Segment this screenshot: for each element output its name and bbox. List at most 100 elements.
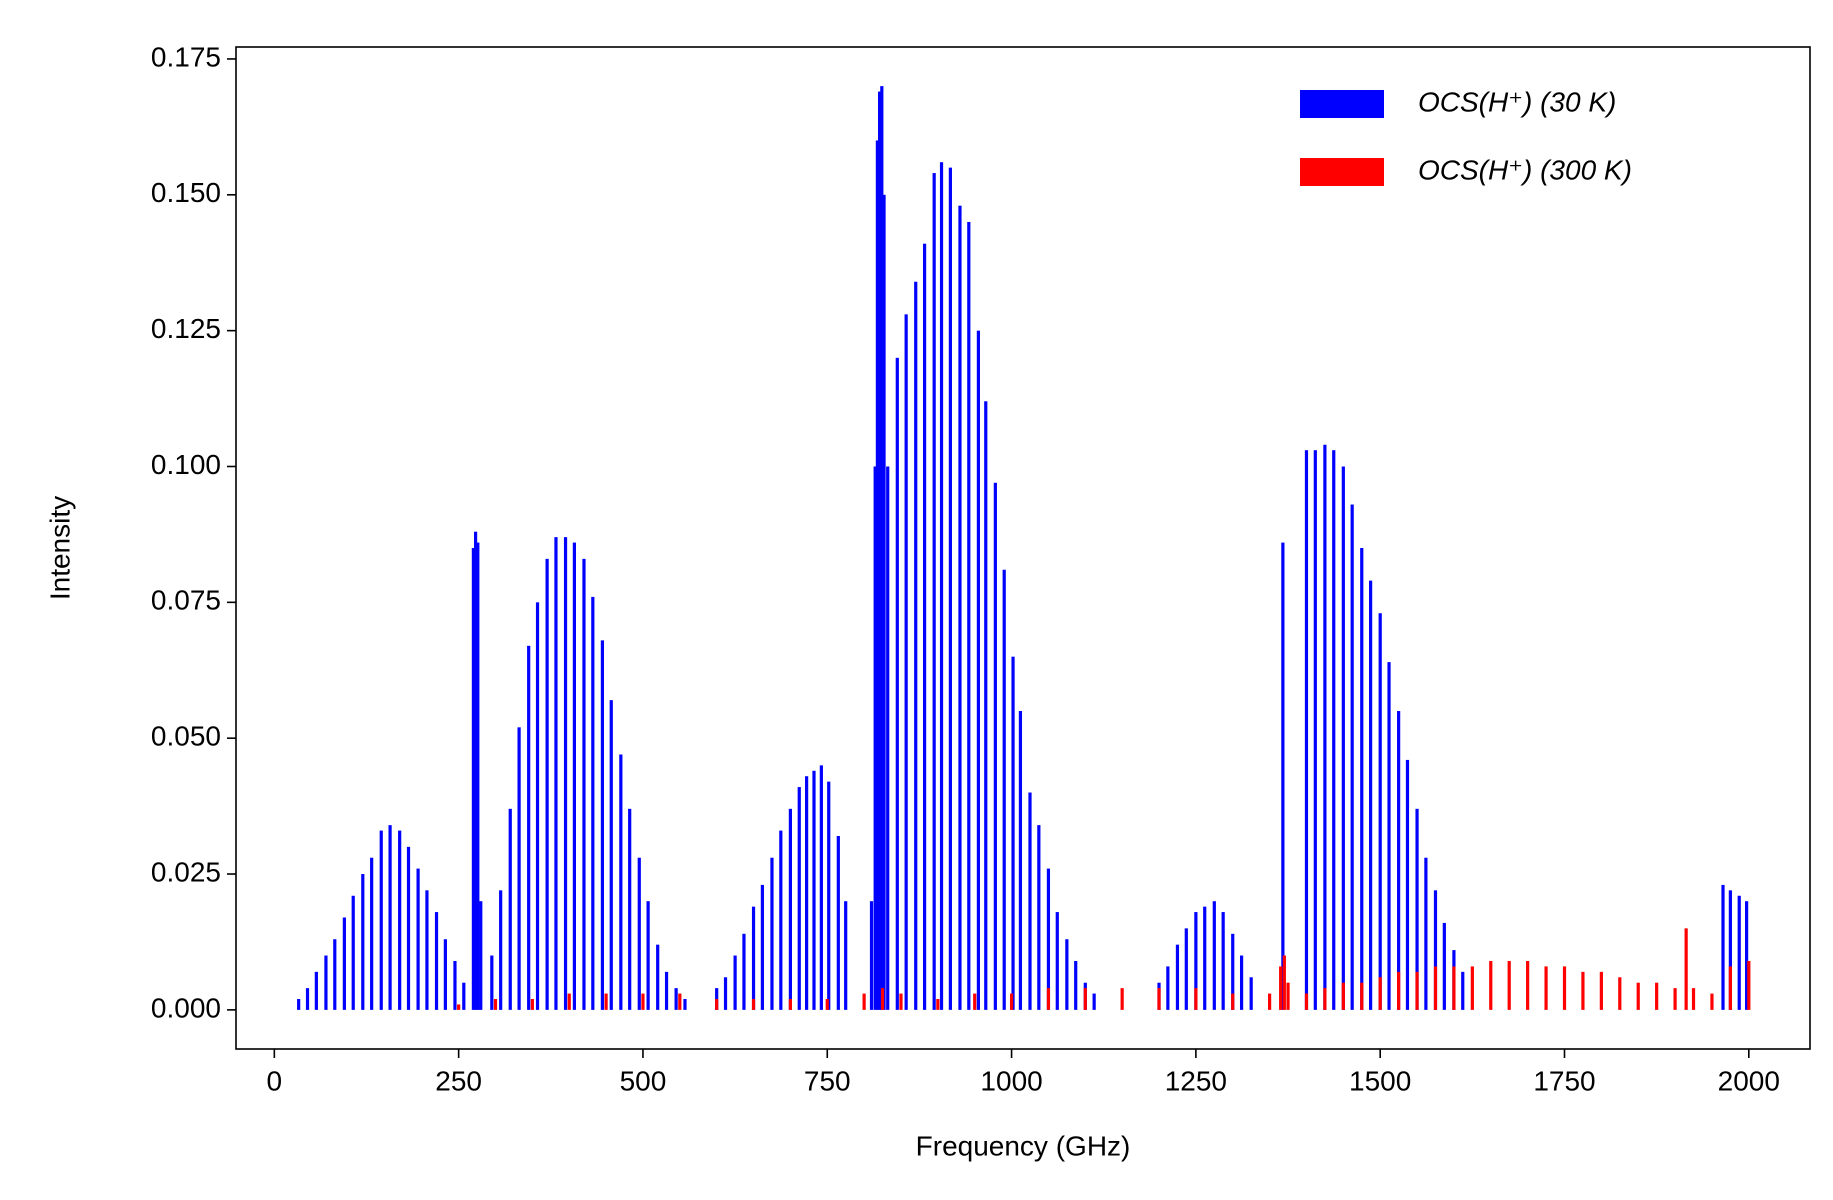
stick xyxy=(1341,466,1345,1010)
stick xyxy=(1378,977,1382,1010)
stick xyxy=(1157,988,1161,1010)
stick xyxy=(1691,988,1696,1010)
stick xyxy=(678,993,682,1010)
stick xyxy=(370,857,374,1010)
stick xyxy=(641,993,645,1010)
stick xyxy=(1166,966,1170,1010)
x-tick-label: 500 xyxy=(620,1065,667,1096)
stick xyxy=(453,960,457,1010)
y-tick-label: 0.150 xyxy=(151,177,221,208)
stick xyxy=(1489,960,1493,1010)
stick xyxy=(674,988,678,1010)
stick xyxy=(939,162,944,1010)
stick xyxy=(1442,922,1446,1010)
stick xyxy=(1378,613,1382,1010)
stick xyxy=(508,808,512,1010)
stick xyxy=(1526,960,1530,1010)
stick xyxy=(1350,504,1354,1010)
stick xyxy=(1461,971,1465,1010)
stick xyxy=(1728,966,1732,1010)
stick xyxy=(379,830,383,1010)
stick xyxy=(1194,912,1198,1010)
x-axis-label: Frequency (GHz) xyxy=(916,1130,1131,1161)
stick xyxy=(1282,955,1286,1010)
stick xyxy=(582,558,586,1010)
stick xyxy=(723,977,728,1010)
stick xyxy=(591,596,595,1010)
stick xyxy=(530,999,534,1010)
x-tick-label: 1250 xyxy=(1165,1065,1227,1096)
stick xyxy=(324,955,328,1010)
stick xyxy=(1083,988,1087,1010)
stick xyxy=(770,857,774,1010)
stick xyxy=(1304,450,1309,1010)
stick xyxy=(1011,656,1015,1010)
stick xyxy=(1120,988,1124,1010)
y-tick-label: 0.100 xyxy=(151,449,221,480)
stick xyxy=(882,194,886,1010)
stick xyxy=(1323,444,1327,1010)
stick xyxy=(1231,933,1235,1010)
stick xyxy=(1397,971,1401,1010)
stick xyxy=(563,537,568,1010)
stick xyxy=(1747,960,1751,1010)
x-tick-label: 750 xyxy=(804,1065,851,1096)
stick xyxy=(499,890,503,1010)
stick xyxy=(825,999,829,1010)
stick xyxy=(474,531,478,1010)
x-tick-label: 0 xyxy=(267,1065,283,1096)
stick xyxy=(1369,580,1373,1010)
stick xyxy=(993,482,997,1010)
stick xyxy=(1744,901,1749,1010)
y-tick-label: 0.125 xyxy=(151,313,221,344)
stick xyxy=(604,993,608,1010)
y-tick-label: 0.025 xyxy=(151,856,221,887)
stick xyxy=(1065,939,1069,1010)
stick xyxy=(646,901,650,1010)
stick xyxy=(628,808,632,1010)
stick xyxy=(1562,966,1567,1010)
stick xyxy=(361,874,365,1010)
stick xyxy=(1092,993,1096,1010)
stick xyxy=(1728,890,1732,1010)
stick xyxy=(517,727,521,1010)
stick xyxy=(1655,982,1659,1010)
stick xyxy=(984,401,988,1010)
stick xyxy=(1415,971,1419,1010)
stick xyxy=(733,955,737,1010)
stick xyxy=(904,314,908,1010)
stick xyxy=(1544,966,1548,1010)
stick xyxy=(637,857,641,1010)
stick xyxy=(1470,966,1474,1010)
stick xyxy=(664,971,669,1010)
stick xyxy=(1332,450,1336,1010)
stick xyxy=(779,830,783,1010)
stick xyxy=(1710,993,1714,1010)
stick xyxy=(1203,906,1207,1010)
stick xyxy=(1433,966,1438,1010)
stick xyxy=(844,901,848,1010)
stick xyxy=(351,895,355,1010)
stick xyxy=(1415,808,1419,1010)
stick xyxy=(683,999,687,1010)
stick xyxy=(797,787,801,1010)
stick xyxy=(788,808,793,1010)
stick xyxy=(751,906,756,1010)
stick xyxy=(1212,901,1216,1010)
stick xyxy=(880,86,884,1010)
stick xyxy=(567,993,571,1010)
stick xyxy=(914,281,918,1010)
x-tick-label: 2000 xyxy=(1718,1065,1780,1096)
stick xyxy=(545,558,549,1010)
y-tick-label: 0.075 xyxy=(151,585,221,616)
stick xyxy=(1673,988,1677,1010)
stick xyxy=(406,846,411,1010)
y-tick-label: 0.050 xyxy=(151,721,221,752)
stick xyxy=(715,999,719,1010)
stick xyxy=(869,901,874,1010)
stick xyxy=(1397,711,1401,1010)
plot-frame xyxy=(235,46,1811,1050)
stick xyxy=(878,91,882,1010)
stick xyxy=(1507,960,1511,1010)
stick xyxy=(760,884,764,1010)
